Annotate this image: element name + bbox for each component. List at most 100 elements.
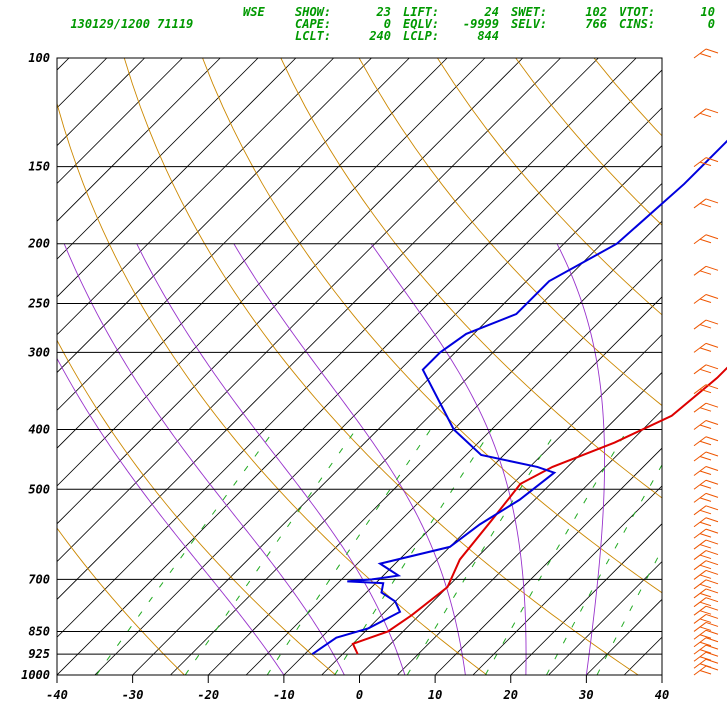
isotherm-line — [57, 58, 448, 449]
temperature-tick-label: 30 — [578, 688, 593, 702]
wind-barb-feather — [705, 198, 719, 204]
pressure-tick-label: 700 — [28, 572, 50, 586]
pressure-tick-label: 500 — [28, 482, 50, 496]
isotherm-line — [283, 296, 662, 675]
index-label: VTOT: — [619, 5, 656, 19]
moist-adiabat — [370, 243, 527, 675]
wind-barb-feather — [699, 574, 712, 579]
dry-adiabat — [57, 339, 336, 675]
wind-barb-feather — [699, 456, 712, 461]
wind-barb-feather — [705, 644, 719, 650]
wind-barb-feather — [705, 605, 719, 611]
wind-barb-feather — [699, 626, 712, 631]
mixing-ratio-line — [184, 429, 357, 675]
isotherm-line — [57, 58, 372, 374]
header-station-name: WSE — [243, 5, 265, 19]
wind-barb-feather — [705, 613, 719, 619]
header-station-id: 130129/1200 71119 — [70, 17, 194, 31]
isotherm-line — [0, 58, 31, 675]
wind-barb-feather — [705, 588, 719, 594]
wind-barb-feather — [705, 294, 719, 300]
wind-barb-feather — [699, 670, 712, 675]
temperature-tick-label: -10 — [273, 688, 295, 702]
index-value: 766 — [585, 17, 607, 31]
index-value: -9999 — [462, 17, 499, 31]
wind-barb-feather — [705, 621, 719, 627]
wind-barb-feather — [699, 53, 712, 58]
wind-barb-feather — [705, 560, 719, 566]
wind-barb-feather — [699, 592, 712, 598]
temperature-tick-label: 0 — [356, 688, 363, 702]
pressure-tick-label: 100 — [28, 51, 50, 65]
isotherm-line — [94, 107, 662, 675]
isotherm-line — [57, 58, 183, 185]
wind-barb-feather — [699, 161, 712, 167]
wind-barb-feather — [705, 265, 719, 271]
isotherm-line — [57, 69, 662, 675]
wind-barb-feather — [699, 634, 712, 639]
isotherm-line — [548, 560, 662, 675]
wind-barb-feather — [699, 601, 712, 607]
wind-barb-feather — [699, 388, 712, 394]
wind-barb-feather — [699, 554, 712, 560]
wind-barb-feather — [699, 270, 712, 275]
wind-barb-feather — [699, 368, 712, 374]
wind-barb-feather — [705, 342, 719, 348]
wind-barb-feather — [705, 539, 719, 545]
wind-barb-feather — [699, 544, 712, 549]
pressure-tick-label: 300 — [27, 345, 50, 359]
temperature-tick-label: -30 — [122, 688, 144, 702]
wind-barb-feather — [705, 479, 719, 485]
wind-barb-feather — [705, 629, 719, 635]
index-label: LCLP: — [403, 29, 440, 43]
header-station-line: 130129/1200 71119 — [56, 6, 193, 30]
wind-barb-feather — [705, 528, 719, 534]
wind-barb-feather — [699, 641, 712, 647]
isotherm-line — [170, 182, 662, 675]
wind-barb-feather — [705, 579, 719, 585]
isotherm-line — [57, 58, 297, 298]
isotherm-line — [57, 58, 561, 563]
wind-barb-feather — [705, 419, 719, 425]
dry-adiabat — [515, 58, 662, 226]
isotherm-line — [57, 58, 524, 525]
wind-barb-feather — [705, 364, 719, 370]
dry-adiabat — [437, 58, 662, 316]
temperature-tick-label: 40 — [655, 688, 669, 702]
pressure-tick-label: 250 — [27, 297, 50, 311]
temperature-tick-label: 10 — [428, 688, 442, 702]
moist-adiabat — [556, 243, 606, 675]
moist-adiabat — [63, 243, 345, 675]
wind-barb-feather — [699, 202, 712, 208]
index-value: 23 — [376, 5, 391, 19]
isotherm-line — [57, 58, 599, 600]
isotherm-line — [57, 58, 145, 147]
isotherm-line — [57, 58, 637, 638]
wind-barb-feather — [705, 402, 719, 408]
wind-barb-feather — [705, 48, 719, 54]
isotherm-line — [510, 523, 662, 675]
moist-adiabat — [233, 243, 466, 675]
wind-barb-feather — [699, 656, 712, 661]
wind-barb-feather — [699, 407, 712, 412]
isotherm-line — [207, 220, 662, 675]
wind-barb-feather — [699, 470, 712, 475]
wind-barb-feather — [705, 319, 719, 325]
wind-barb-feather — [705, 492, 719, 498]
temperature-tick-label: 20 — [503, 688, 518, 702]
index-label: SWET: — [511, 5, 548, 19]
isotherm-line — [321, 334, 662, 675]
index-label: LCLT: — [295, 29, 332, 43]
isotherm-line — [57, 58, 410, 411]
index-value: 240 — [369, 29, 391, 43]
wind-barb-feather — [705, 637, 719, 643]
wind-barbs — [693, 48, 719, 676]
wind-barb-feather — [699, 564, 712, 570]
dry-adiabat — [202, 58, 662, 594]
wind-barb-feather — [699, 663, 712, 668]
wind-barb-feather — [699, 583, 712, 589]
wind-barb-feather — [699, 298, 712, 304]
wind-barb-feather — [699, 649, 712, 654]
wind-barb-feather — [705, 651, 719, 657]
pressure-tick-label: 400 — [28, 422, 50, 436]
